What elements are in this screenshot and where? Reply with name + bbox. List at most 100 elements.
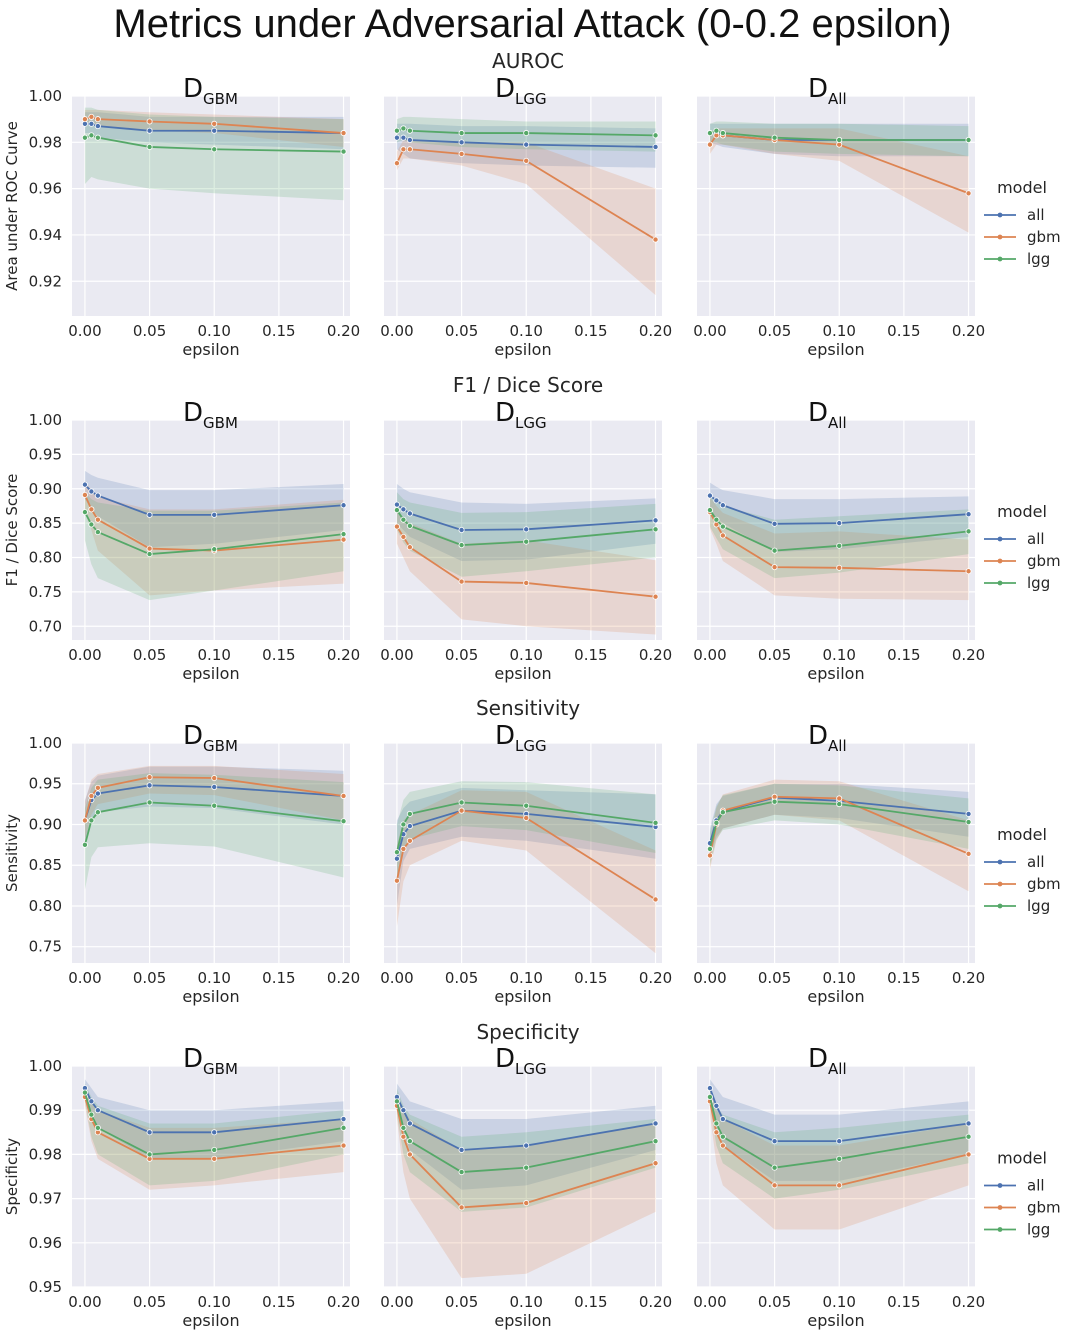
data-point-gbm: [146, 774, 153, 781]
data-point-lgg: [713, 127, 720, 134]
data-point-lgg: [211, 546, 218, 553]
x-axis-label: epsilon: [807, 987, 864, 1006]
data-point-lgg: [88, 132, 95, 139]
x-tick-label: 0.15: [887, 969, 920, 987]
data-point-lgg: [393, 849, 400, 856]
data-point-all: [94, 790, 101, 797]
subplot: 0.00 0.05 0.10 0.15 0.20 epsilon 0.95 0.96 0.97 0…: [3, 1044, 360, 1330]
ci-band-lgg: [396, 492, 656, 577]
x-tick-label: 0.05: [133, 1293, 166, 1311]
x-axis-label: epsilon: [182, 987, 239, 1006]
ci-band-lgg: [84, 492, 344, 601]
data-point-all: [146, 1129, 153, 1136]
series-line-gbm: [396, 1105, 656, 1209]
x-axis-label: epsilon: [807, 1311, 864, 1330]
data-point-gbm: [81, 817, 88, 824]
x-tick-label: 0.20: [639, 1293, 672, 1311]
data-point-gbm: [94, 116, 101, 123]
data-point-lgg: [771, 1164, 778, 1171]
data-point-lgg: [146, 143, 153, 150]
x-tick-label: 0.00: [68, 322, 101, 340]
data-point-lgg: [88, 521, 95, 528]
data-point-lgg: [836, 542, 843, 549]
data-point-lgg: [706, 130, 713, 137]
data-point-lgg: [771, 547, 778, 554]
x-tick-label: 0.15: [574, 1293, 607, 1311]
data-point-gbm: [523, 157, 530, 164]
legend-label-gbm: gbm: [1027, 1199, 1061, 1217]
data-point-gbm: [965, 850, 972, 857]
data-point-all: [719, 1116, 726, 1123]
legend-label-gbm: gbm: [1027, 552, 1061, 570]
data-point-all: [88, 488, 95, 495]
x-tick-label: 0.00: [693, 646, 726, 664]
data-point-all: [719, 502, 726, 509]
data-point-lgg: [652, 1138, 659, 1145]
data-point-all: [400, 506, 407, 513]
data-point-lgg: [523, 802, 530, 809]
data-point-gbm: [340, 1142, 347, 1149]
data-point-lgg: [965, 528, 972, 535]
legend-marker-gbm: [997, 881, 1003, 887]
x-tick-label: 0.00: [693, 322, 726, 340]
y-axis-label: F1 / Dice Score: [3, 474, 21, 587]
data-point-gbm: [771, 793, 778, 800]
panel-label: DLGG: [495, 721, 547, 755]
legend-label-gbm: gbm: [1027, 228, 1061, 246]
data-point-gbm: [706, 141, 713, 148]
x-axis-label: epsilon: [182, 340, 239, 359]
x-tick-label: 0.05: [758, 969, 791, 987]
data-point-all: [211, 784, 218, 791]
panel-label: DLGG: [495, 1044, 547, 1078]
x-tick-label: 0.20: [952, 646, 985, 664]
plot-area: [72, 1066, 350, 1287]
data-point-all: [94, 123, 101, 130]
data-point-gbm: [393, 160, 400, 167]
y-tick-label: 0.85: [29, 856, 62, 874]
x-tick-label: 0.10: [198, 969, 231, 987]
data-point-gbm: [836, 1182, 843, 1189]
data-point-lgg: [88, 817, 95, 824]
y-tick-label: 0.90: [29, 815, 62, 833]
data-point-all: [393, 855, 400, 862]
data-point-lgg: [340, 818, 347, 825]
panel-label: DGBM: [183, 1044, 238, 1078]
panel-label: DAll: [808, 398, 847, 432]
data-point-gbm: [406, 837, 413, 844]
ci-band-gbm: [396, 509, 656, 635]
data-point-gbm: [146, 545, 153, 552]
data-point-all: [771, 520, 778, 527]
y-axis-label: Specificity: [3, 1138, 21, 1215]
data-point-gbm: [771, 1182, 778, 1189]
data-point-gbm: [965, 1151, 972, 1158]
data-point-gbm: [458, 578, 465, 585]
legend-marker-all: [997, 536, 1003, 542]
legend-title: model: [997, 178, 1047, 197]
data-point-gbm: [211, 120, 218, 127]
ci-band-lgg: [709, 495, 969, 579]
y-tick-label: 0.96: [29, 180, 62, 198]
y-tick-label: 0.92: [29, 272, 62, 290]
data-point-lgg: [836, 1155, 843, 1162]
x-axis-label: epsilon: [807, 664, 864, 683]
x-tick-label: 0.20: [327, 322, 360, 340]
data-point-lgg: [81, 841, 88, 848]
x-tick-label: 0.10: [198, 322, 231, 340]
data-point-lgg: [393, 1098, 400, 1105]
panel-label: DAll: [808, 721, 847, 755]
y-tick-label: 0.98: [29, 133, 62, 151]
data-point-all: [965, 810, 972, 817]
ci-band-all: [709, 1079, 969, 1181]
ci-band-all: [396, 1083, 656, 1190]
data-point-all: [406, 823, 413, 830]
data-point-lgg: [81, 509, 88, 516]
ci-band-gbm: [709, 128, 969, 233]
data-point-lgg: [94, 529, 101, 536]
subplot: 0.00 0.05 0.10 0.15 0.20 epsilon 0.70 0.75 0.80 0…: [3, 398, 360, 683]
data-point-all: [836, 520, 843, 527]
data-point-gbm: [965, 568, 972, 575]
panel-label: DGBM: [183, 74, 238, 108]
panel-label: DLGG: [495, 74, 547, 108]
plot-area: [384, 743, 662, 963]
data-point-all: [713, 497, 720, 504]
